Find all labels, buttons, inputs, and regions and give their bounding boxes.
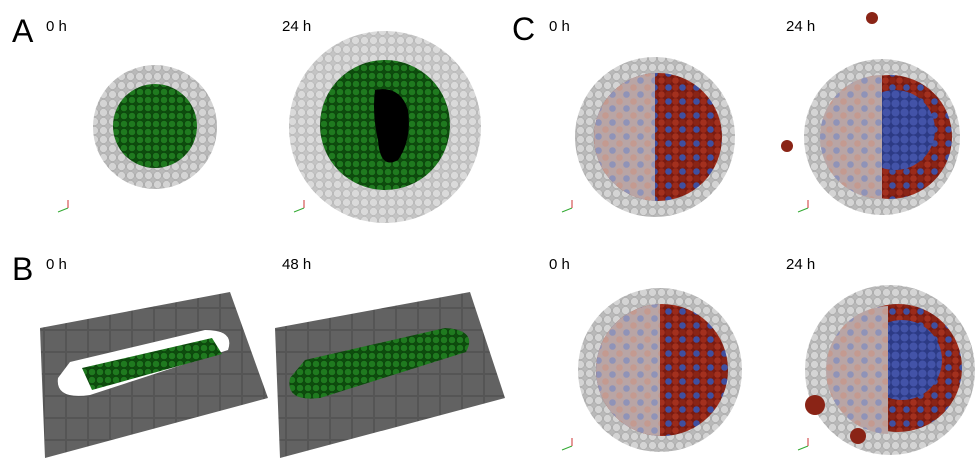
panel-label: A [12, 13, 34, 49]
figure: A 0 h 24 h B 0 h 48 h C 0 h 24 h 0 h 24 … [0, 0, 977, 462]
time-label: 48 h [282, 256, 311, 273]
cell [805, 395, 825, 415]
cell [866, 12, 878, 24]
panel-label: B [12, 251, 33, 287]
time-label: 24 h [282, 18, 311, 35]
cell [781, 140, 793, 152]
time-label: 0 h [549, 256, 570, 273]
time-label: 0 h [46, 18, 67, 35]
cell [850, 428, 866, 444]
tissue-core [113, 84, 197, 168]
time-label: 0 h [46, 256, 67, 273]
panel-label: C [512, 11, 535, 47]
time-label: 24 h [786, 18, 815, 35]
time-label: 24 h [786, 256, 815, 273]
time-label: 0 h [549, 18, 570, 35]
